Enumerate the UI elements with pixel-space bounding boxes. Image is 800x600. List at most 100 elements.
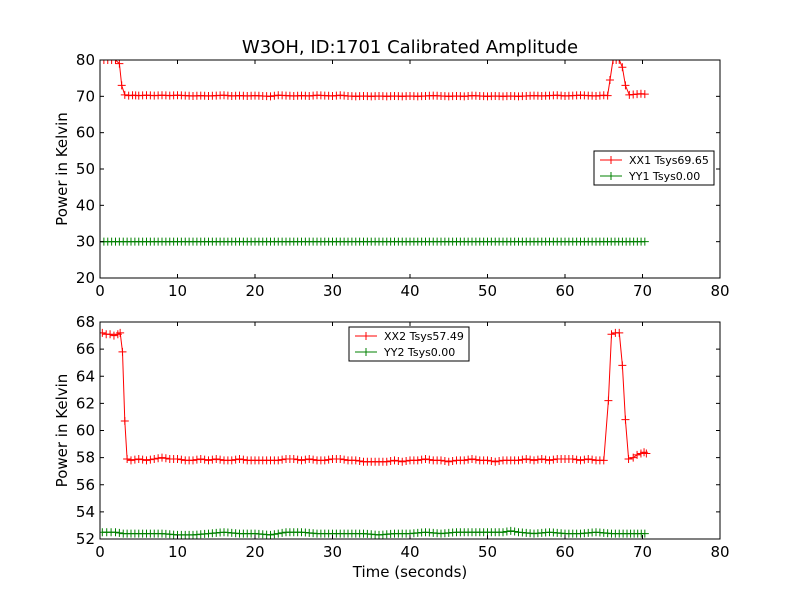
- data-point-marker: [615, 60, 624, 64]
- x-tick-label: 20: [245, 282, 264, 300]
- data-point-marker: [177, 455, 186, 464]
- data-point-marker: [545, 456, 554, 465]
- legend-swatch-marker: [362, 348, 370, 356]
- data-point-marker: [437, 456, 445, 465]
- y-tick-label: 54: [76, 503, 95, 521]
- bottom-plot: 0 10 20 30 40 50 60 70 80 52 54 56 58 60 62 64 66 68 Power…: [53, 313, 730, 581]
- data-point-marker: [117, 81, 126, 90]
- data-point-marker: [444, 457, 453, 466]
- data-point-marker: [549, 455, 558, 464]
- data-point-marker: [541, 455, 550, 464]
- data-point-marker: [204, 456, 213, 465]
- data-point-marker: [460, 456, 469, 465]
- data-point-marker: [189, 456, 197, 465]
- data-point-marker: [568, 454, 577, 463]
- data-point-marker: [297, 456, 306, 465]
- y-tick-label: 64: [76, 367, 95, 385]
- data-point-marker: [161, 454, 170, 463]
- data-point-marker: [584, 454, 593, 463]
- y-tick-label: 68: [76, 313, 95, 331]
- data-point-marker: [208, 455, 217, 464]
- x-tick-label: 50: [478, 543, 497, 561]
- data-point-marker: [278, 455, 287, 464]
- data-point-marker: [413, 456, 422, 465]
- y-tick-label: 80: [76, 51, 95, 69]
- data-point-marker: [154, 454, 163, 463]
- data-point-marker: [100, 328, 107, 337]
- y-tick-label: 70: [76, 87, 95, 105]
- data-point-marker: [227, 456, 236, 465]
- x-tick-label: 30: [323, 282, 342, 300]
- data-point-marker: [355, 457, 364, 466]
- data-point-marker: [111, 60, 120, 64]
- data-point-marker: [621, 415, 630, 424]
- data-point-marker: [522, 454, 531, 463]
- data-point-marker: [192, 455, 201, 464]
- y-tick-label: 58: [76, 449, 95, 467]
- series-yy2: [100, 526, 649, 539]
- data-point-marker: [533, 455, 542, 464]
- data-point-marker: [607, 330, 616, 339]
- data-point-marker: [127, 456, 135, 465]
- data-point-marker: [471, 455, 480, 464]
- data-point-marker: [116, 328, 125, 337]
- x-tick-label: 70: [633, 282, 652, 300]
- y-tick-label: 60: [76, 124, 95, 142]
- data-point-marker: [123, 454, 132, 463]
- legend-swatch-marker: [607, 156, 615, 164]
- y-tick-label: 60: [76, 422, 95, 440]
- data-point-marker: [599, 456, 608, 465]
- data-point-marker: [293, 455, 302, 464]
- data-point-marker: [382, 457, 391, 466]
- y-axis-label: Power in Kelvin: [53, 112, 71, 226]
- y-tick-label: 30: [76, 233, 95, 251]
- data-point-marker: [301, 455, 310, 464]
- data-point-marker: [398, 457, 407, 466]
- data-point-marker: [394, 457, 403, 466]
- data-point-marker: [464, 455, 473, 464]
- data-point-marker: [576, 456, 585, 465]
- y-tick-label: 66: [76, 340, 95, 358]
- data-point-marker: [604, 396, 613, 405]
- legend-swatch-marker: [607, 172, 615, 180]
- data-point-marker: [633, 450, 642, 459]
- x-tick-label: 60: [555, 282, 574, 300]
- data-point-marker: [212, 454, 221, 463]
- data-point-marker: [514, 456, 523, 465]
- data-point-marker: [200, 455, 209, 464]
- data-point-marker: [278, 528, 287, 537]
- y-tick-label: 20: [76, 269, 95, 287]
- data-point-marker: [417, 455, 426, 464]
- data-point-marker: [390, 456, 399, 465]
- x-tick-label: 10: [168, 543, 187, 561]
- data-point-marker: [111, 528, 120, 537]
- data-point-marker: [196, 454, 205, 463]
- series-xx1: [100, 60, 649, 101]
- data-point-marker: [609, 60, 618, 64]
- data-point-marker: [640, 237, 649, 246]
- data-point-marker: [130, 455, 139, 464]
- data-point-marker: [502, 527, 511, 536]
- data-point-marker: [468, 454, 476, 463]
- legend-swatch-marker: [362, 332, 370, 340]
- data-point-marker: [274, 456, 283, 465]
- series-yy1: [100, 237, 649, 246]
- data-point-marker: [440, 457, 449, 466]
- chart-title: W3OH, ID:1701 Calibrated Amplitude: [242, 37, 578, 58]
- data-point-marker: [510, 527, 519, 536]
- data-point-marker: [118, 347, 127, 356]
- y-tick-label: 62: [76, 394, 95, 412]
- data-point-marker: [624, 454, 633, 463]
- data-point-marker: [289, 454, 298, 463]
- data-point-marker: [150, 454, 159, 463]
- data-point-marker: [100, 60, 108, 64]
- data-point-marker: [499, 528, 507, 537]
- data-point-marker: [120, 417, 129, 426]
- data-point-marker: [618, 63, 627, 72]
- legend-entry-label: XX1 Tsys69.65: [629, 154, 709, 167]
- series-xx2: [100, 328, 651, 466]
- data-point-marker: [173, 454, 182, 463]
- data-point-marker: [231, 455, 240, 464]
